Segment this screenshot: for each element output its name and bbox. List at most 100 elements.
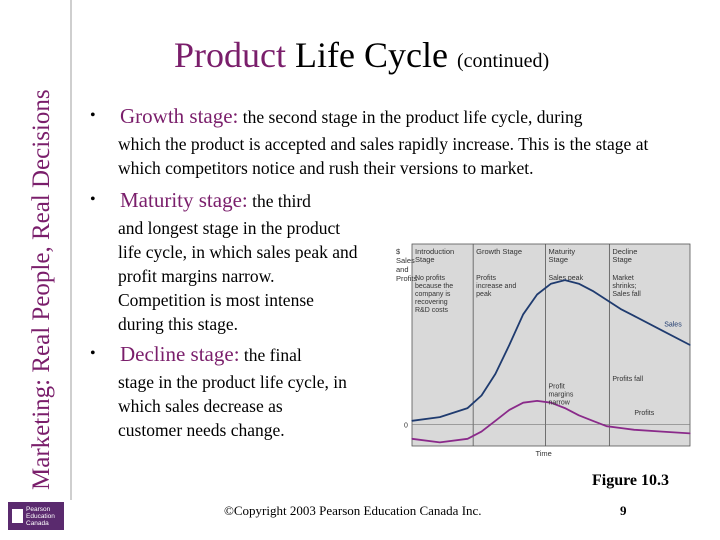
data-point-profits [439,441,441,443]
stage-note-3-line: Market [612,275,633,282]
data-point-sales [578,283,580,285]
data-point-profits [661,430,663,433]
stage-note-1-line: increase and [476,283,516,290]
decline-definition-start: the final [243,345,302,365]
data-point-profits [508,409,510,411]
data-point-profits [467,438,469,440]
stage-name-3-line: Decline [612,247,637,256]
decline-definition-rest: stage in the product life cycle, in whic… [118,372,347,440]
copyright-text: ©Copyright 2003 Pearson Education Canada… [224,503,482,518]
data-point-sales [619,308,622,310]
maturity-definition-rest: and longest stage in the product life cy… [118,218,358,334]
stage-name-0-line: Introduction [415,247,454,256]
stage-note-0-line: company is [415,291,451,298]
stage-note-0-line: recovering [415,299,448,306]
data-point-profits [480,430,483,433]
bullet-dot: • [90,345,96,362]
y-axis-label-line: Sales [396,256,415,265]
data-point-sales [411,420,413,422]
y-axis-label-line: and [396,265,409,274]
data-point-profits [619,427,622,429]
side-divider [70,0,72,500]
data-point-sales [467,407,469,409]
data-point-sales [522,313,524,315]
data-point-profits [578,414,580,416]
publisher-mark-icon [12,509,23,523]
slide-title: Product Life Cycle (continued) [174,34,549,76]
data-point-profits [536,400,538,402]
data-point-profits [550,402,552,404]
data-point-sales [606,299,608,301]
data-point-profits [564,407,566,409]
data-point-sales [439,416,441,418]
stage-note-1-line: peak [476,291,492,298]
stage-note-3-line: Sales fall [612,291,641,298]
course-title: Marketing: Real People, Real Decisions [28,89,55,490]
stage-name-3-line: Stage [612,255,632,264]
y-axis-label-line: Profits [396,274,418,283]
annotation-profits-fall: Profits fall [612,376,643,383]
annotation-profit-margins-line: narrow [548,399,570,406]
data-point-sales [661,329,663,332]
data-point-sales [480,394,483,397]
stage-note-0-line: R&D costs [415,307,449,314]
plot-area [411,243,691,447]
stage-note-0-line: No profits [415,275,445,282]
annotation-profit-margins-line: margins [548,391,573,398]
data-point-sales [508,344,510,346]
data-point-sales [633,315,635,317]
stage-name-1-line: Growth Stage [476,247,522,256]
term-maturity: Maturity stage: [120,188,248,212]
stage-note-2-line: Sales peak [548,275,583,282]
stage-note-1-line: Profits [476,275,496,282]
data-point-sales [494,373,496,375]
stage-note-2: Sales peak [548,275,583,282]
title-continued: (continued) [456,50,550,72]
figure-label: Figure 10.3 [592,472,670,489]
bullet-dot: • [90,191,96,208]
term-decline: Decline stage: [120,342,240,366]
y-axis-label-line: $ [396,247,401,256]
annotation-profit-margins-line: Profit [548,383,564,390]
data-point-profits [494,420,496,422]
term-growth: Growth stage: [120,104,239,128]
bullet-dot: • [90,107,96,124]
data-point-profits [633,429,635,431]
title-product: Product [174,35,286,75]
publisher-logo-text: Pearson Education Canada [26,506,55,527]
growth-definition-start: the second stage in the product life cyc… [242,107,583,127]
stage-note-0-line: because the [415,283,453,290]
series-label-profits: Profits [634,410,654,417]
stage-name-2-line: Maturity [548,247,575,256]
maturity-definition-start: the third [252,191,311,211]
series-label-sales: Sales [664,322,682,329]
stage-note-3-line: shrinks; [612,283,636,290]
title-life-cycle: Life Cycle [295,35,448,75]
data-point-sales [592,290,594,292]
data-point-profits [522,402,524,404]
data-point-sales [536,293,538,296]
data-point-profits [606,425,608,427]
data-point-profits [592,420,594,422]
stage-name-1: Growth Stage [476,247,522,256]
x-axis-label: Time [535,449,551,458]
stage-name-0-line: Stage [415,255,435,264]
publisher-logo: Pearson Education Canada [8,502,64,530]
data-point-profits [411,438,413,440]
data-point-sales [564,279,566,281]
data-point-profits [689,432,691,434]
growth-definition-rest: which the product is accepted and sales … [118,134,649,178]
data-point-sales [550,283,552,285]
stage-name-2-line: Stage [548,255,568,264]
data-point-sales [689,344,691,346]
zero-tick-label: 0 [404,422,408,429]
